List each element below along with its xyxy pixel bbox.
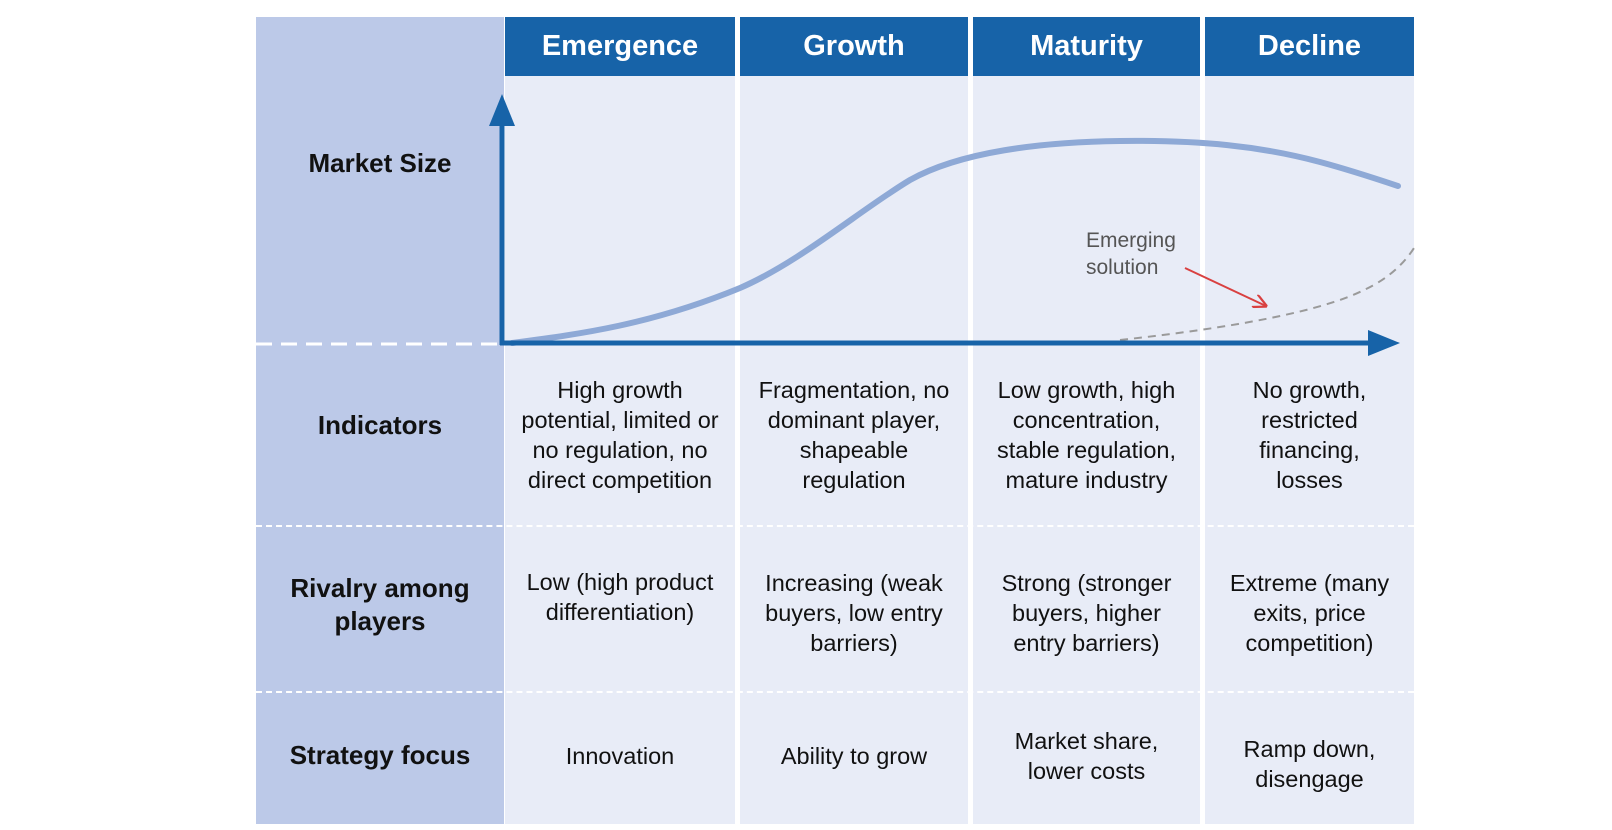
emerging-solution-curve [1119,247,1415,341]
row-label-indicators: Indicators [317,409,443,440]
stage-header-growth: Growth [740,17,968,76]
emerging-solution-label: Emerging solution [1086,229,1176,279]
rivalry-growth: Increasing (weak buyers, low entry barri… [765,570,943,656]
strategy-emergence: Innovation [565,743,675,769]
row-label-market-size: Market Size [308,147,452,178]
stage-column-decline [1205,76,1414,824]
indicators-emergence: High growth potential, limited or no reg… [521,377,719,493]
row-label-rivalry: Rivalry among players [290,573,470,636]
rivalry-maturity: Strong (stronger buyers, higher entry ba… [1001,570,1172,656]
x-axis-arrowhead [1368,330,1400,356]
strategy-growth: Ability to grow [780,743,928,769]
strategy-maturity: Market share, lower costs [1014,728,1159,784]
stage-column-maturity [973,76,1200,824]
market-size-curve [509,137,1401,346]
indicators-decline: No growth, restricted financing, losses [1252,377,1367,493]
rivalry-decline: Extreme (many exits, price competition) [1229,570,1390,656]
stage-column-emergence [505,76,735,824]
annotation-arrow [1184,267,1266,306]
stage-column-growth [740,76,968,824]
y-axis-arrowhead [489,94,515,126]
row-separator [256,691,1414,693]
stage-header-maturity: Maturity [973,17,1200,76]
row-label-strategy: Strategy focus [289,739,471,770]
stage-header-emergence: Emergence [505,17,735,76]
row-separator [256,525,1414,527]
rivalry-emergence: Low (high product differentiation) [526,569,714,625]
strategy-decline: Ramp down, disengage [1243,736,1376,792]
indicators-growth: Fragmentation, no dominant player, shape… [758,377,950,493]
row-label-column [256,17,504,824]
stage-header-decline: Decline [1205,17,1414,76]
indicators-maturity: Low growth, high concentration, stable r… [997,377,1176,493]
